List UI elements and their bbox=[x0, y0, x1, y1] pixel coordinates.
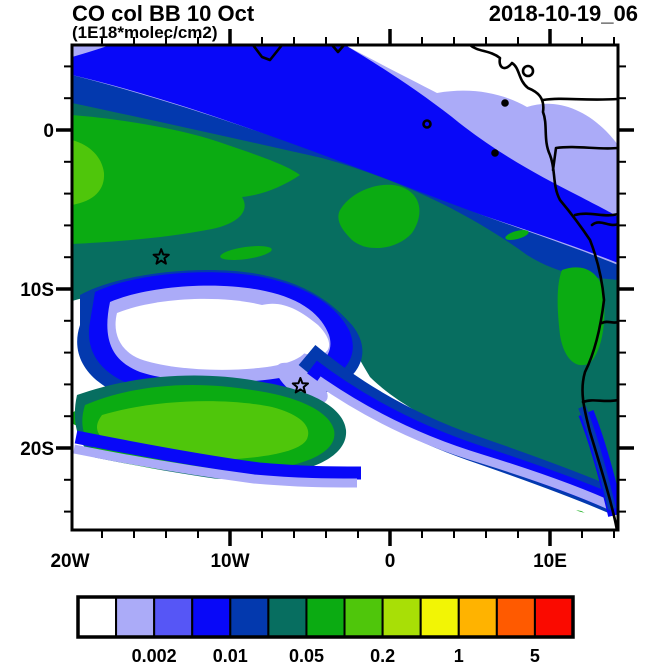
north-coast-notch-2 bbox=[330, 45, 346, 54]
country-border bbox=[551, 145, 618, 172]
x-tick-label: 10E bbox=[533, 551, 567, 572]
colorbar-tick-label: 0.2 bbox=[370, 646, 395, 666]
island-dot bbox=[501, 99, 509, 107]
colorbar-cell bbox=[229, 596, 270, 638]
y-tick-label: 10S bbox=[20, 280, 54, 301]
country-border bbox=[573, 212, 618, 217]
star-markers bbox=[152, 248, 310, 394]
colorbar-cell bbox=[419, 596, 460, 638]
island-outline bbox=[422, 119, 432, 129]
y-tick-label: 20S bbox=[20, 439, 54, 460]
axis-ticks bbox=[56, 29, 634, 546]
country-border bbox=[581, 398, 618, 404]
colorbar-cell bbox=[267, 596, 308, 638]
colorbar-cell bbox=[495, 596, 536, 638]
island-dot bbox=[491, 149, 499, 157]
axis-labels: 20W 10W 0 10E 0 10S 20S bbox=[20, 121, 567, 572]
units-label: (1E18*molec/cm2) bbox=[72, 23, 218, 42]
colorbar-cell bbox=[191, 596, 232, 638]
contour-field bbox=[72, 45, 618, 530]
colorbar-tick-label: 0.002 bbox=[132, 646, 177, 666]
country-border bbox=[541, 97, 618, 102]
x-tick-label: 0 bbox=[385, 551, 396, 572]
country-border bbox=[600, 320, 618, 325]
colorbar-tick-label: 0.05 bbox=[289, 646, 324, 666]
y-tick-label: 0 bbox=[43, 121, 54, 142]
colorbar-cell bbox=[381, 596, 422, 638]
star-marker bbox=[291, 376, 310, 394]
colorbar-cell bbox=[533, 596, 575, 638]
country-border bbox=[590, 221, 618, 227]
colorbar-cell bbox=[457, 596, 498, 638]
colorbar bbox=[76, 595, 575, 639]
island-outline bbox=[521, 64, 535, 78]
x-tick-label: 20W bbox=[50, 551, 89, 572]
colorbar-cell bbox=[115, 596, 156, 638]
page-title: CO col BB 10 Oct bbox=[72, 1, 255, 26]
colorbar-cell bbox=[305, 596, 346, 638]
colorbar-labels: 0.002 0.01 0.05 0.2 1 5 bbox=[132, 646, 540, 666]
africa-coastline bbox=[468, 45, 618, 530]
colorbar-cell bbox=[77, 596, 118, 638]
north-coast-notch bbox=[251, 45, 284, 62]
colorbar-tick-label: 1 bbox=[454, 646, 464, 666]
x-tick-label: 10W bbox=[210, 551, 249, 572]
colorbar-tick-label: 0.01 bbox=[213, 646, 248, 666]
colorbar-cell bbox=[153, 596, 194, 638]
colorbar-tick-label: 5 bbox=[530, 646, 540, 666]
datetime-label: 2018-10-19_06 bbox=[488, 1, 638, 26]
coastline-overlay bbox=[251, 45, 618, 530]
colorbar-cell bbox=[343, 596, 384, 638]
star-marker bbox=[152, 248, 170, 265]
